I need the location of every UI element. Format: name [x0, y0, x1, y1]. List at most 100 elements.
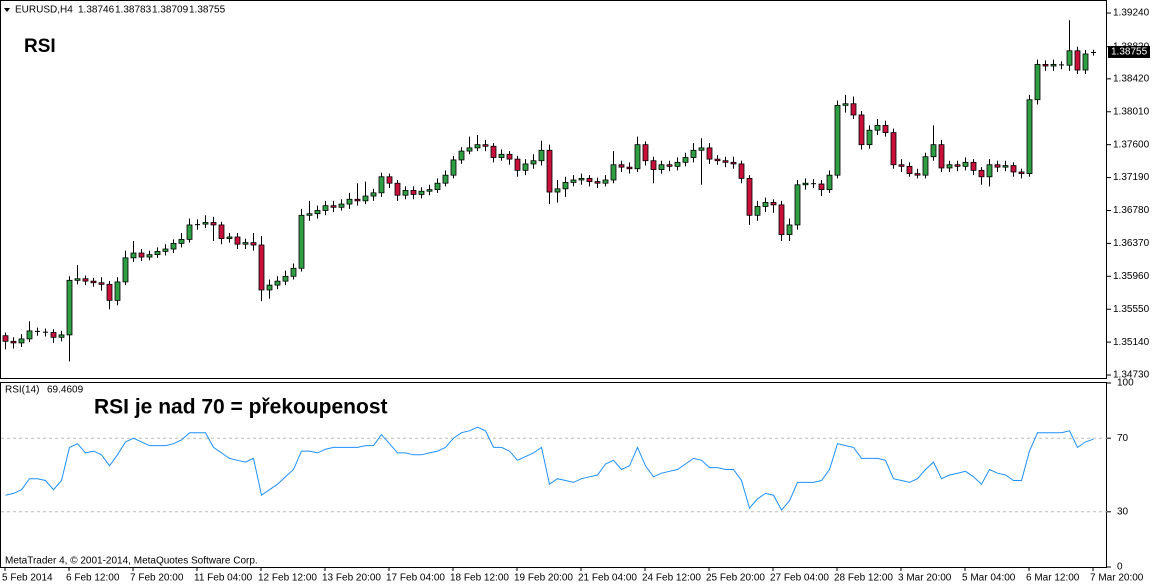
- x-tick-label: 6 Feb 12:00: [66, 573, 120, 584]
- candle-body: [634, 144, 641, 170]
- candle-body: [490, 145, 497, 158]
- candle-body: [714, 158, 721, 162]
- candle-body: [434, 182, 441, 191]
- candle-body: [66, 279, 73, 336]
- candle-body: [402, 190, 409, 196]
- rsi-value: 69.4609: [47, 385, 84, 396]
- candle-body: [858, 114, 865, 146]
- candle-body: [938, 144, 945, 169]
- y-tick-label: 1.35960: [1113, 271, 1150, 282]
- candle-body: [290, 267, 297, 277]
- candle-body: [586, 177, 593, 182]
- candle-body: [1082, 53, 1089, 71]
- candle-body: [482, 144, 489, 147]
- candle-body: [658, 164, 665, 170]
- candle-body: [786, 224, 793, 235]
- candle-body: [474, 144, 481, 149]
- candle-body: [506, 153, 513, 160]
- candle-body: [970, 161, 977, 171]
- candle-body: [866, 129, 873, 146]
- price-pane-frame: [0, 0, 1107, 379]
- y-tick-label: 0: [1117, 562, 1123, 573]
- candle-body: [1042, 64, 1049, 67]
- candle-body: [498, 153, 505, 158]
- candle-body: [354, 198, 361, 202]
- candle-body: [138, 252, 145, 258]
- candle-body: [82, 278, 89, 282]
- candle-body: [386, 176, 393, 184]
- candle-body: [154, 251, 161, 256]
- rsi-line: [5, 426, 1094, 511]
- candle-body: [554, 188, 561, 193]
- candle-body: [994, 164, 1001, 168]
- candle-body: [362, 195, 369, 202]
- x-tick-label: 17 Feb 04:00: [386, 573, 445, 584]
- candle-body: [546, 149, 553, 193]
- candle-body: [978, 169, 985, 178]
- candle-body: [178, 238, 185, 244]
- candle-body: [274, 280, 281, 286]
- symbol: EURUSD,H4: [15, 5, 73, 16]
- candle-body: [162, 248, 169, 252]
- header-high: 1.38783: [115, 5, 152, 16]
- candle-body: [394, 182, 401, 196]
- candle-body: [570, 179, 577, 183]
- candle-body: [986, 164, 993, 178]
- candle-body: [530, 160, 537, 165]
- candle-body: [642, 144, 649, 162]
- candle-body: [578, 177, 585, 181]
- candle-body: [770, 202, 777, 206]
- candle-body: [602, 179, 609, 184]
- y-tick-label: 1.36780: [1113, 205, 1150, 216]
- candle-body: [226, 236, 233, 239]
- x-tick-label: 11 Feb 04:00: [194, 573, 253, 584]
- candle-body: [202, 222, 209, 225]
- x-tick-label: 19 Feb 20:00: [514, 573, 573, 584]
- candle-body: [330, 205, 337, 208]
- price-label-box: [1108, 45, 1150, 58]
- y-tick-label: 1.35550: [1113, 304, 1150, 315]
- candle-body: [882, 125, 889, 134]
- x-tick-label: 7 Feb 20:00: [130, 573, 184, 584]
- candle-body: [562, 181, 569, 190]
- candle-body: [898, 164, 905, 167]
- x-tick-label: 7 Mar 20:00: [1090, 573, 1144, 584]
- candle-body: [1074, 50, 1081, 71]
- candle-body: [1010, 165, 1017, 173]
- candle-body: [298, 214, 305, 269]
- candle-body: [962, 161, 969, 167]
- candle-body: [674, 161, 681, 167]
- y-tick-label: 30: [1117, 506, 1129, 517]
- candle-body: [98, 282, 105, 285]
- candle-body: [170, 242, 177, 250]
- candle-body: [242, 242, 249, 245]
- candle-body: [106, 283, 113, 301]
- candle-body: [650, 160, 657, 170]
- candle-body: [26, 330, 33, 340]
- menu-arrow: [4, 8, 10, 12]
- x-tick-label: 18 Feb 12:00: [450, 573, 509, 584]
- candle-body: [50, 332, 57, 338]
- candle-body: [114, 281, 121, 301]
- candle-body: [146, 254, 153, 258]
- candle-body: [834, 104, 841, 176]
- candle-body: [1066, 50, 1073, 66]
- candle-body: [946, 164, 953, 169]
- candle-body: [2, 335, 9, 342]
- x-tick-label: 27 Feb 04:00: [770, 573, 829, 584]
- candle-body: [90, 280, 97, 284]
- candle-body: [1002, 165, 1009, 168]
- candle-body: [1050, 64, 1057, 67]
- y-tick-label: 1.39240: [1113, 8, 1150, 19]
- y-tick-label: 1.35140: [1113, 337, 1150, 348]
- candle-body: [314, 210, 321, 215]
- candle-body: [1026, 99, 1033, 174]
- header-low: 1.38709: [152, 5, 189, 16]
- candle-body: [186, 224, 193, 240]
- candle-body: [258, 244, 265, 291]
- candle-body: [58, 334, 65, 338]
- x-tick-label: 13 Feb 20:00: [322, 573, 381, 584]
- x-tick-label: 21 Feb 04:00: [578, 573, 637, 584]
- candle-body: [130, 252, 137, 259]
